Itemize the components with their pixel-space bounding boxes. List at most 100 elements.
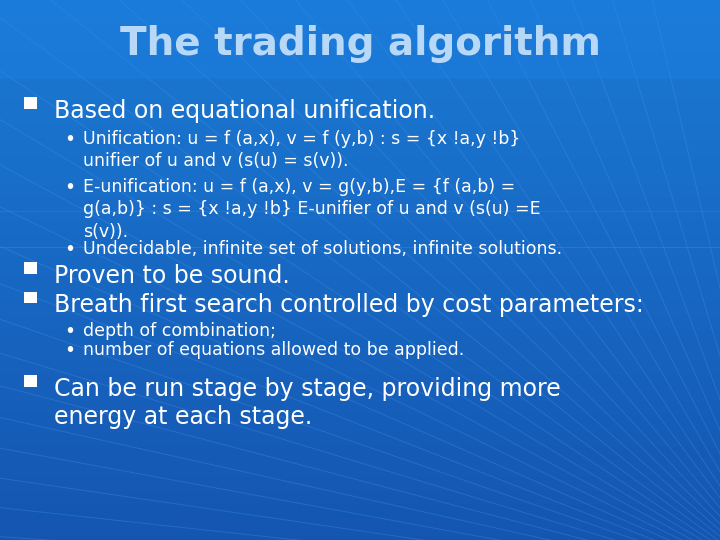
Bar xyxy=(0,139,720,144)
Bar xyxy=(0,509,720,513)
Bar xyxy=(0,463,720,468)
Bar xyxy=(0,27,720,31)
Bar xyxy=(0,72,720,77)
Bar xyxy=(0,432,720,436)
Bar xyxy=(24,292,37,303)
Text: Based on equational unification.: Based on equational unification. xyxy=(54,99,435,123)
Bar xyxy=(0,270,720,274)
Bar xyxy=(0,513,720,517)
Bar xyxy=(0,482,720,486)
Bar xyxy=(0,216,720,220)
Bar xyxy=(0,324,720,328)
Bar xyxy=(0,351,720,355)
Bar xyxy=(0,279,720,284)
Bar xyxy=(24,97,37,109)
Bar xyxy=(0,63,720,68)
Bar xyxy=(0,436,720,441)
Text: E-unification: u = f (a,x), v = g(y,b),E = {f (a,b) =
g(a,b)} : s = {x !a,y !b} : E-unification: u = f (a,x), v = g(y,b),E… xyxy=(83,178,541,241)
Bar xyxy=(0,4,720,9)
Bar xyxy=(0,153,720,158)
Bar xyxy=(0,360,720,364)
Bar xyxy=(0,158,720,162)
Bar xyxy=(0,31,720,36)
Bar xyxy=(0,490,720,495)
Bar xyxy=(0,108,720,112)
Bar xyxy=(0,274,720,279)
Bar xyxy=(0,99,720,104)
Bar xyxy=(0,0,720,4)
Bar xyxy=(0,401,720,405)
Text: depth of combination;: depth of combination; xyxy=(83,322,276,340)
Bar xyxy=(0,531,720,536)
Bar xyxy=(0,207,720,212)
Bar xyxy=(0,189,720,193)
Bar xyxy=(0,9,720,14)
Bar xyxy=(0,36,720,40)
Bar xyxy=(0,320,720,324)
Bar xyxy=(0,126,720,131)
Bar xyxy=(0,180,720,185)
Bar xyxy=(0,301,720,306)
Bar xyxy=(0,135,720,139)
Bar xyxy=(0,364,720,369)
Bar xyxy=(0,90,720,94)
Bar xyxy=(0,230,720,234)
Bar xyxy=(0,117,720,122)
Bar xyxy=(0,45,720,50)
Bar xyxy=(0,81,720,85)
Bar xyxy=(24,375,37,387)
Bar xyxy=(0,392,720,396)
Bar xyxy=(0,306,720,310)
Text: •: • xyxy=(64,341,76,360)
Bar xyxy=(0,193,720,198)
Bar xyxy=(0,14,720,18)
Bar xyxy=(0,338,720,342)
Bar xyxy=(0,315,720,320)
Bar xyxy=(0,162,720,166)
Bar xyxy=(0,396,720,401)
Bar xyxy=(0,266,720,270)
Bar xyxy=(0,374,720,378)
Bar xyxy=(0,459,720,463)
Bar xyxy=(0,239,720,243)
Bar xyxy=(0,234,720,239)
Bar xyxy=(0,382,720,387)
Bar xyxy=(0,261,720,266)
Bar xyxy=(0,526,720,531)
Bar xyxy=(0,387,720,392)
Bar xyxy=(0,212,720,216)
Bar xyxy=(0,77,720,81)
Bar xyxy=(24,262,37,274)
Bar xyxy=(0,144,720,148)
Bar xyxy=(0,347,720,351)
Bar xyxy=(0,495,720,500)
Bar xyxy=(0,40,720,45)
Text: Breath first search controlled by cost parameters:: Breath first search controlled by cost p… xyxy=(54,293,644,317)
Bar xyxy=(0,423,720,428)
Bar xyxy=(0,68,720,72)
Bar xyxy=(0,378,720,382)
Bar xyxy=(0,441,720,445)
Bar xyxy=(0,284,720,288)
Bar xyxy=(0,148,720,153)
Bar xyxy=(0,428,720,432)
Bar xyxy=(0,409,720,414)
Bar xyxy=(0,18,720,23)
Bar xyxy=(0,252,720,256)
Text: Undecidable, infinite set of solutions, infinite solutions.: Undecidable, infinite set of solutions, … xyxy=(83,240,562,258)
Bar xyxy=(0,405,720,409)
Bar xyxy=(0,50,720,54)
Bar xyxy=(0,220,720,225)
Bar xyxy=(0,94,720,99)
Bar xyxy=(0,504,720,509)
Bar xyxy=(0,202,720,207)
Bar xyxy=(0,468,720,472)
Bar xyxy=(0,85,720,90)
Bar xyxy=(0,225,720,229)
Bar xyxy=(0,288,720,293)
Bar xyxy=(0,418,720,423)
Bar xyxy=(0,176,720,180)
Bar xyxy=(0,185,720,189)
Bar xyxy=(0,198,720,202)
Bar xyxy=(0,333,720,338)
